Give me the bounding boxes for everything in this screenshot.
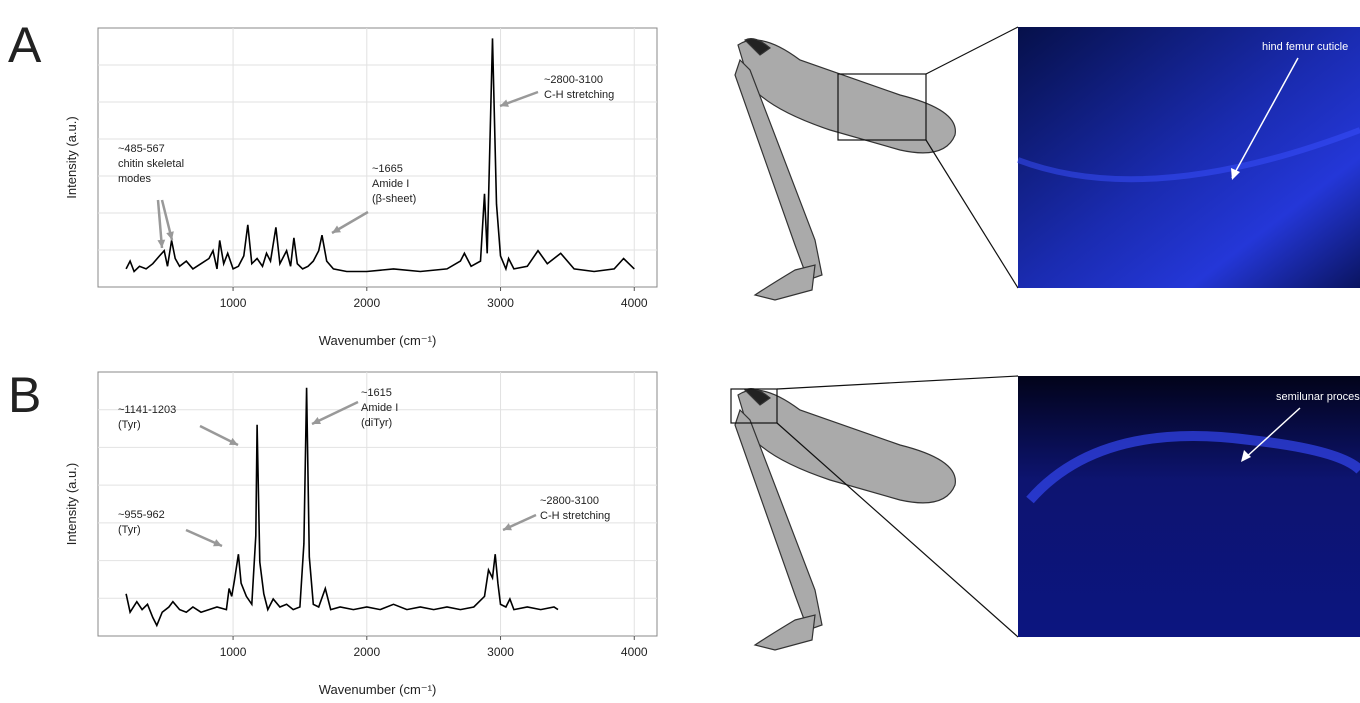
annotation: chitin skeletal <box>118 158 184 170</box>
annotation: (diTyr) <box>361 417 392 429</box>
micrograph-feature <box>1016 127 1360 183</box>
arrow <box>1231 57 1299 179</box>
leg-illustration <box>734 26 1019 301</box>
plot-area <box>97 27 658 288</box>
plot-area <box>97 371 658 637</box>
x-tick-label: 2000 <box>353 645 380 659</box>
annotation-arrowhead <box>332 225 341 233</box>
annotation: ~955-962 <box>118 509 165 521</box>
annotation-arrowhead <box>229 437 238 445</box>
annotation-arrowhead <box>500 99 509 107</box>
leg-illustration <box>730 375 1019 651</box>
annotation: (Tyr) <box>118 524 141 536</box>
annotation: (Tyr) <box>118 419 141 431</box>
x-tick-label: 1000 <box>220 296 247 310</box>
arrowhead <box>1231 168 1240 180</box>
panel-label: A <box>8 17 42 73</box>
annotation: (β-sheet) <box>372 193 416 205</box>
x-tick-label: 3000 <box>487 645 514 659</box>
annotation-arrowhead <box>166 231 174 240</box>
spectrum-line <box>125 38 635 273</box>
image-label: hind femur cuticle <box>1262 41 1348 53</box>
annotation: modes <box>118 173 152 185</box>
arrowhead <box>1241 450 1251 462</box>
annotation: Amide I <box>372 178 409 190</box>
annotation: ~1615 <box>361 387 392 399</box>
annotation: ~2800-3100 <box>540 495 599 507</box>
x-tick-label: 4000 <box>621 296 648 310</box>
annotation: Amide I <box>361 402 398 414</box>
annotation: ~1665 <box>372 163 403 175</box>
annotation-arrowhead <box>312 416 321 425</box>
spectrum-line <box>125 387 559 628</box>
annotation: C-H stretching <box>544 89 614 101</box>
x-tick-label: 3000 <box>487 296 514 310</box>
annotation-arrowhead <box>213 539 222 547</box>
x-tick-label: 1000 <box>220 645 247 659</box>
panel-label: B <box>8 367 41 423</box>
annotation: C-H stretching <box>540 510 610 522</box>
micrograph <box>1018 376 1360 637</box>
x-tick-label: 2000 <box>353 296 380 310</box>
x-axis-label: Wavenumber (cm⁻¹) <box>319 333 437 348</box>
annotation-arrow <box>311 400 359 426</box>
annotation: ~2800-3100 <box>544 74 603 86</box>
arrow <box>1242 407 1301 461</box>
x-tick-label: 4000 <box>621 645 648 659</box>
x-axis-label: Wavenumber (cm⁻¹) <box>319 682 437 697</box>
annotation-arrowhead <box>157 239 166 248</box>
micrograph <box>1018 27 1360 288</box>
y-axis-label: Intensity (a.u.) <box>64 116 79 198</box>
image-label: semilunar process <box>1276 391 1360 403</box>
micrograph-feature <box>1026 431 1360 504</box>
annotation: ~1141-1203 <box>118 404 176 416</box>
annotation-arrowhead <box>503 523 512 531</box>
annotation: ~485-567 <box>118 143 165 155</box>
y-axis-label: Intensity (a.u.) <box>64 463 79 545</box>
